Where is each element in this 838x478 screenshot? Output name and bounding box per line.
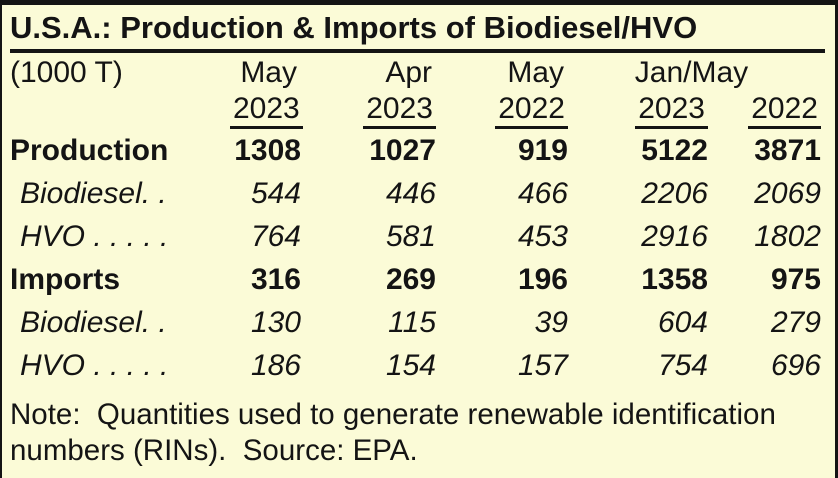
value-cell: 186: [250, 349, 301, 382]
value-cell: 2916: [641, 220, 708, 253]
period-header: May: [240, 56, 297, 89]
production-biodiesel-row: Biodiesel. . 544 446 466 2206 2069: [10, 172, 825, 215]
year-header: 2023: [230, 90, 305, 129]
production-hvo-row: HVO . . . . . 764 581 453 2916 1802: [10, 215, 825, 258]
year-header: 2022: [712, 90, 825, 129]
production-row: Production 1308 1027 919 5122 3871: [10, 129, 825, 172]
value-cell: 196: [517, 263, 568, 296]
row-label: Biodiesel. .: [20, 177, 167, 210]
header-year-row: 2023 2023 2022 2023 2022: [10, 90, 825, 129]
value-cell: 1802: [754, 220, 821, 253]
row-label: HVO . . . . .: [20, 220, 169, 253]
year-header: 2022: [440, 90, 572, 129]
value-cell: 975: [770, 263, 821, 296]
value-cell: 544: [250, 177, 301, 210]
empty-cell: [10, 90, 230, 129]
row-label: HVO . . . . .: [20, 349, 169, 382]
header-period-row: (1000 T) May Apr May Jan/May: [10, 56, 825, 90]
title-underline-rule: [10, 49, 825, 53]
value-cell: 316: [250, 263, 301, 296]
period-header: Jan/May: [634, 56, 749, 89]
value-cell: 5122: [641, 134, 708, 167]
value-cell: 604: [657, 306, 708, 339]
value-cell: 157: [517, 349, 568, 382]
year-header: 2023: [572, 90, 712, 129]
value-cell: 696: [770, 349, 821, 382]
value-cell: 1358: [641, 263, 708, 296]
value-cell: 115: [388, 306, 436, 339]
unit-label: (1000 T): [10, 56, 123, 89]
value-cell: 754: [657, 349, 708, 382]
value-cell: 1027: [369, 134, 436, 167]
value-cell: 446: [385, 177, 436, 210]
value-cell: 39: [534, 306, 568, 339]
value-cell: 3871: [754, 134, 821, 167]
period-header: May: [507, 56, 564, 89]
value-cell: 154: [385, 349, 436, 382]
value-cell: 2206: [641, 177, 708, 210]
value-cell: 2069: [754, 177, 821, 210]
table-title: U.S.A.: Production & Imports of Biodiese…: [10, 10, 698, 45]
value-cell: 1308: [234, 134, 301, 167]
value-cell: 764: [250, 220, 301, 253]
imports-row: Imports 316 269 196 1358 975: [10, 258, 825, 301]
row-label: Biodiesel. .: [20, 306, 167, 339]
value-cell: 919: [517, 134, 568, 167]
value-cell: 269: [385, 263, 436, 296]
footnote: Note: Quantities used to generate renewa…: [10, 398, 785, 467]
value-cell: 130: [250, 306, 301, 339]
period-header: Apr: [385, 56, 432, 89]
year-header: 2023: [305, 90, 440, 129]
value-cell: 466: [517, 177, 568, 210]
imports-biodiesel-row: Biodiesel. . 130 115 39 604 279: [10, 301, 825, 344]
row-label: Imports: [10, 263, 121, 296]
imports-hvo-row: HVO . . . . . 186 154 157 754 696: [10, 344, 825, 387]
biodiesel-stats-table: (1000 T) May Apr May Jan/May 2023 2023 2…: [10, 56, 825, 387]
value-cell: 581: [385, 220, 436, 253]
value-cell: 279: [770, 306, 821, 339]
value-cell: 453: [517, 220, 568, 253]
row-label: Production: [10, 134, 169, 167]
